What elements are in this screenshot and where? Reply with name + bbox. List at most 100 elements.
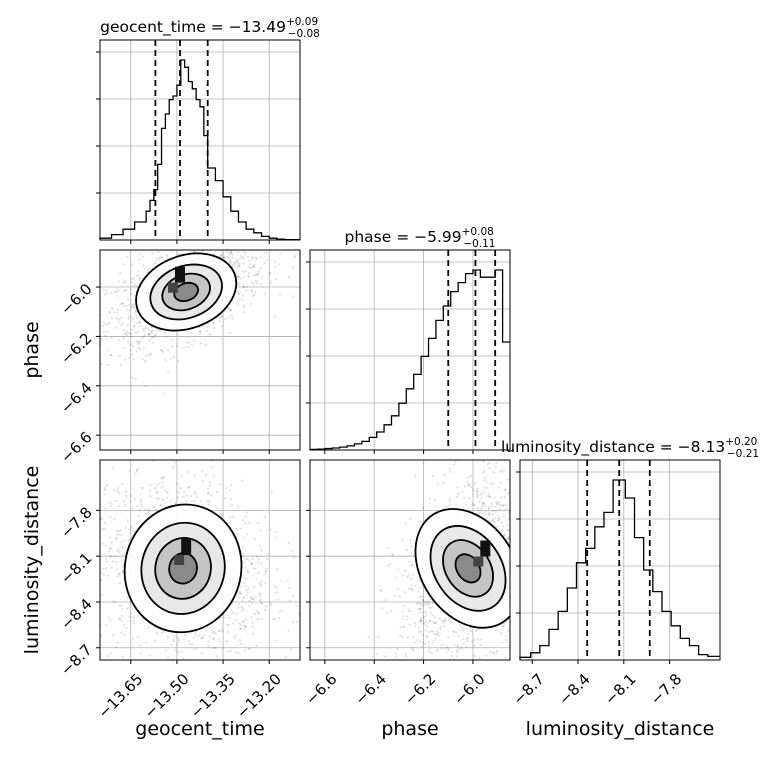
scatter-point (134, 307, 137, 310)
scatter-point (247, 276, 250, 279)
scatter-point (120, 324, 124, 327)
scatter-point (238, 603, 241, 606)
scatter-point (418, 619, 422, 622)
x-tick-label-luminosity_distance: −8.7 (509, 670, 547, 708)
scatter-point (494, 496, 497, 499)
scatter-point (120, 533, 123, 537)
scatter-point (260, 549, 263, 552)
scatter-point (247, 274, 250, 277)
scatter-point (125, 626, 128, 630)
scatter-point (123, 304, 126, 307)
scatter-point (236, 532, 239, 535)
scatter-point (408, 623, 412, 626)
scatter-point (195, 647, 198, 650)
scatter-point (241, 609, 244, 612)
scatter-point (117, 338, 120, 342)
scatter-point (137, 343, 140, 346)
scatter-point (248, 599, 251, 602)
scatter-point (388, 562, 392, 566)
scatter-point (194, 632, 197, 635)
scatter-point (402, 617, 405, 620)
scatter-point (443, 473, 446, 476)
scatter-point (142, 264, 145, 267)
scatter-point (466, 636, 469, 639)
scatter-point (218, 629, 221, 632)
scatter-point (107, 616, 110, 619)
scatter-point (155, 508, 159, 511)
scatter-point (135, 470, 138, 473)
scatter-point (483, 505, 487, 508)
scatter-point (106, 349, 109, 352)
scatter-point (228, 331, 231, 334)
scatter-point (454, 460, 457, 463)
scatter-point (102, 330, 105, 334)
scatter-point (124, 289, 127, 292)
scatter-point (409, 587, 412, 590)
scatter-point (154, 639, 157, 642)
scatter-point (500, 632, 503, 635)
scatter-point (226, 640, 229, 643)
scatter-point (195, 496, 198, 499)
scatter-point (497, 517, 500, 520)
scatter-point (169, 357, 172, 360)
scatter-point (176, 496, 179, 499)
scatter-point (496, 525, 499, 529)
scatter-point (287, 629, 290, 632)
scatter-point (461, 626, 464, 630)
scatter-point (239, 257, 242, 260)
scatter-point (147, 626, 151, 630)
scatter-point (138, 347, 142, 350)
scatter-point (398, 595, 401, 598)
scatter-point (254, 595, 257, 598)
scatter-point (129, 288, 132, 291)
scatter-point (384, 655, 387, 658)
scatter-point (135, 468, 138, 472)
scatter-point (401, 539, 404, 542)
scatter-point (207, 491, 210, 494)
scatter-point (423, 623, 426, 626)
scatter-point (118, 573, 121, 576)
scatter-point (422, 598, 425, 602)
scatter-point (404, 652, 407, 656)
scatter-point (250, 255, 253, 258)
scatter-point (453, 630, 456, 633)
scatter-point (409, 538, 412, 542)
scatter-point (249, 562, 253, 565)
scatter-point (236, 303, 239, 306)
scatter-point (204, 473, 208, 477)
scatter-point (375, 652, 379, 655)
scatter-point (237, 262, 240, 265)
scatter-point (251, 557, 254, 560)
scatter-point (180, 474, 183, 477)
scatter-point (410, 545, 413, 548)
scatter-point (227, 258, 230, 261)
scatter-point (229, 309, 232, 312)
scatter-point (230, 504, 234, 507)
scatter-point (136, 340, 139, 343)
scatter-point (229, 609, 233, 612)
scatter-point (139, 252, 142, 256)
scatter-point (406, 636, 409, 639)
scatter-point (431, 630, 434, 633)
scatter-point (278, 610, 282, 613)
scatter-point (127, 340, 130, 344)
scatter-point (229, 498, 233, 501)
scatter-point (110, 291, 113, 295)
scatter-point (108, 550, 111, 553)
scatter-point (110, 354, 113, 357)
scatter-point (491, 482, 494, 485)
scatter-point (176, 333, 180, 336)
scatter-point (155, 257, 158, 260)
scatter-point (177, 359, 180, 362)
scatter-point (238, 293, 241, 296)
scatter-point (131, 303, 134, 306)
scatter-point (247, 587, 250, 590)
scatter-point (187, 345, 190, 349)
scatter-point (286, 579, 289, 582)
scatter-point (239, 627, 242, 630)
scatter-point (267, 553, 270, 556)
scatter-point (439, 626, 442, 629)
scatter-point (417, 607, 420, 610)
scatter-point (259, 584, 262, 587)
scatter-point (113, 554, 116, 558)
